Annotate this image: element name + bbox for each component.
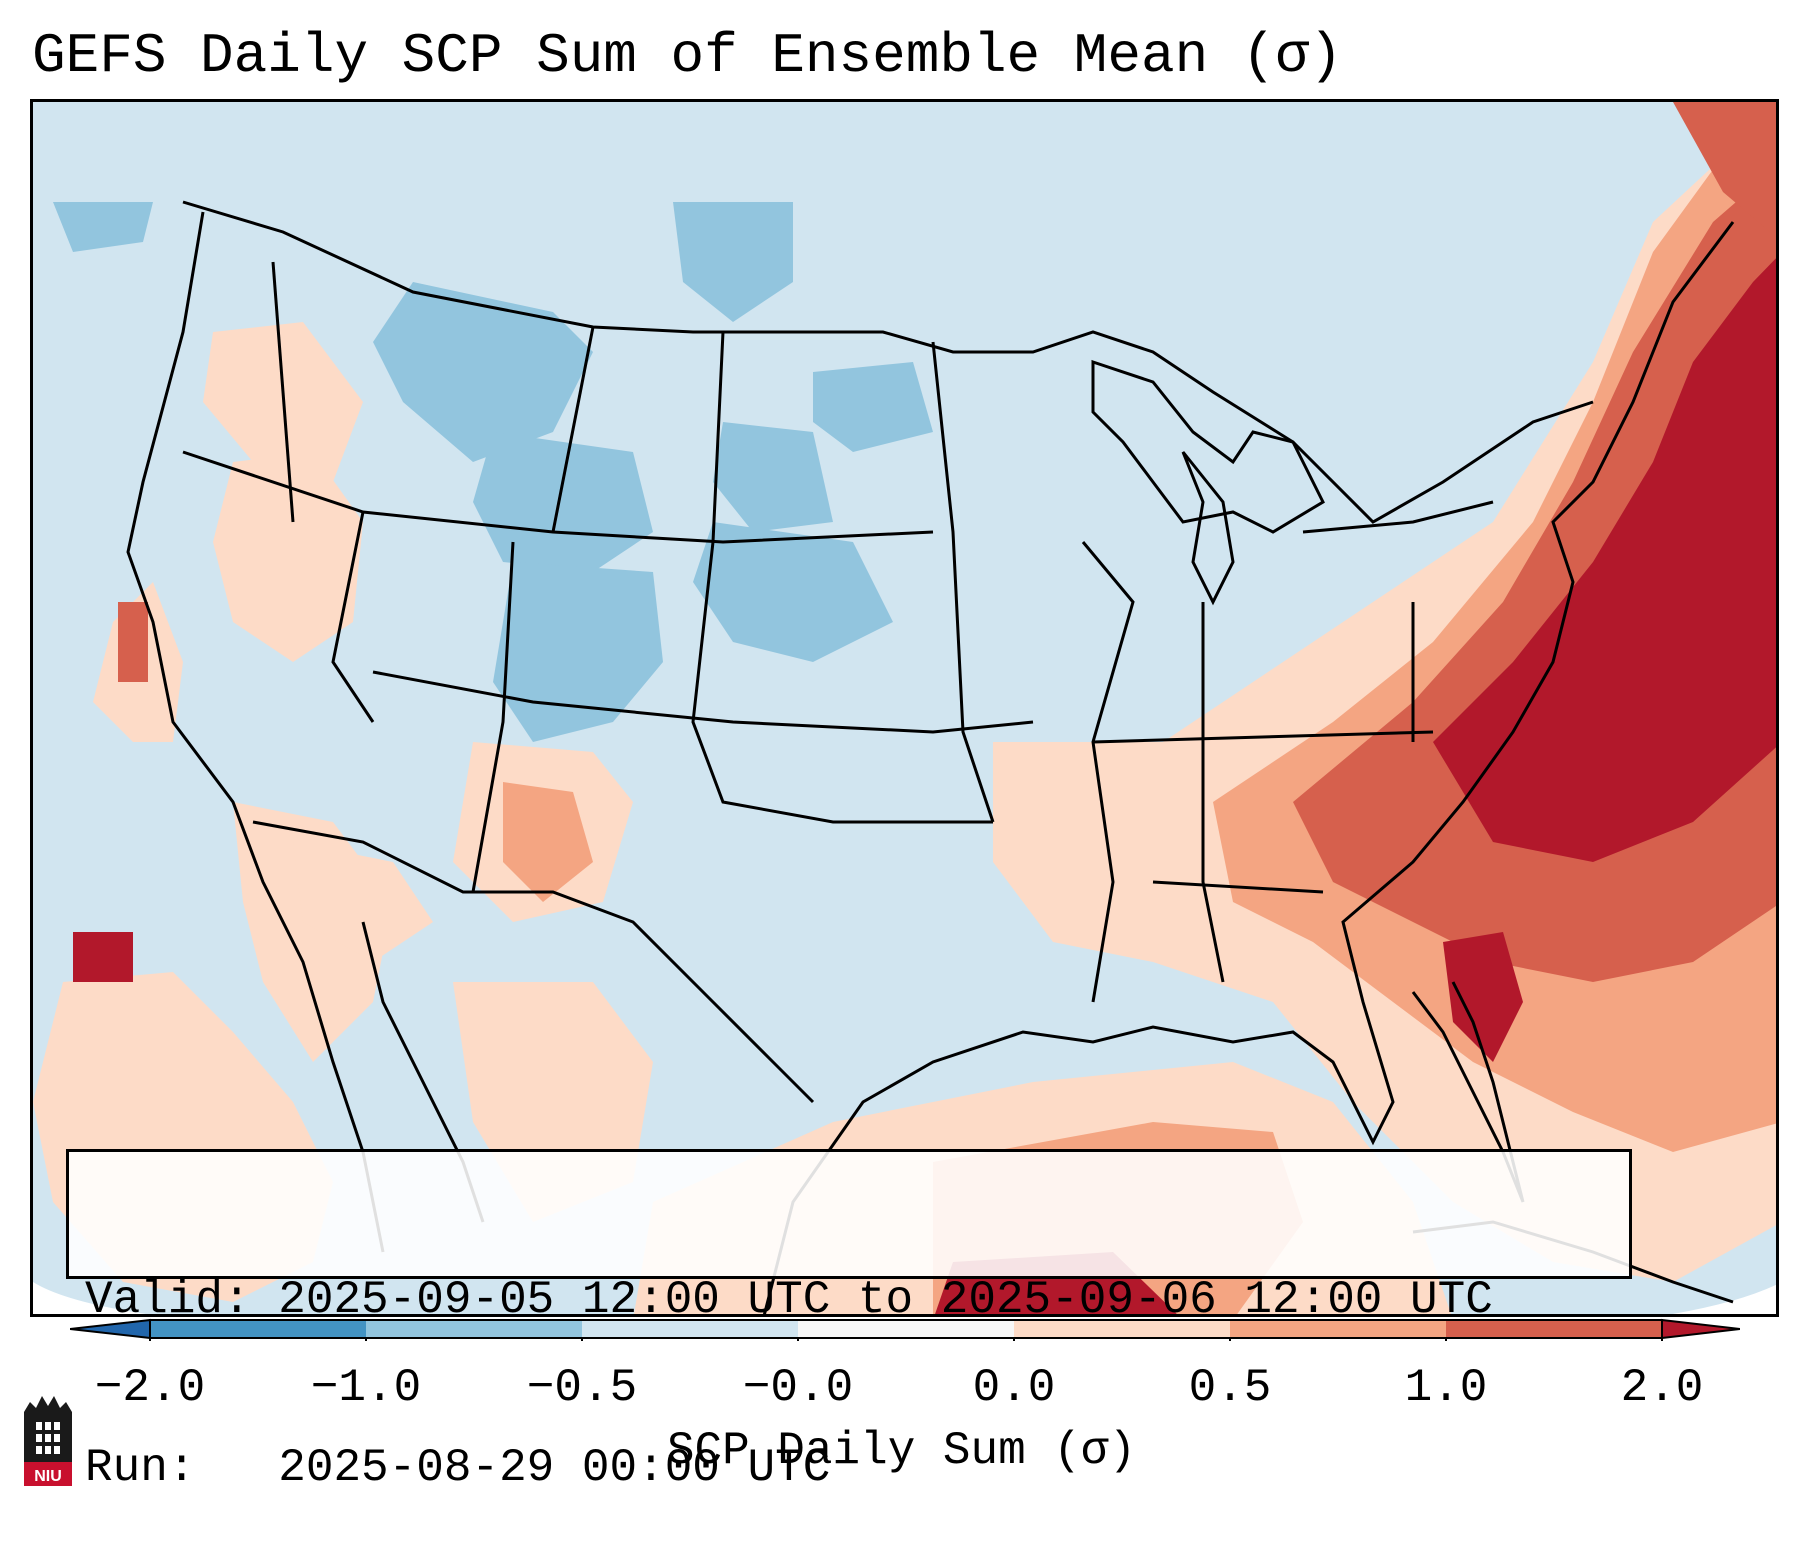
state-border-3 — [471, 541, 515, 893]
colorbar-tick-label: −2.0 — [94, 1362, 206, 1414]
domain-edge-right — [1672, 1284, 1776, 1314]
colorbar-tick-label: 0.0 — [972, 1362, 1056, 1414]
central-plains-low — [693, 522, 893, 662]
colorbar-tick-label: 0.5 — [1188, 1362, 1272, 1414]
state-border-2 — [372, 670, 1034, 734]
northern-rockies-low — [373, 282, 593, 462]
wyoming-low — [473, 432, 653, 572]
colorbar-segment-3 — [582, 1320, 798, 1338]
northeast-corner — [1673, 102, 1776, 237]
nw-pacific-low — [53, 202, 153, 252]
state-border-14 — [551, 326, 595, 533]
state-border-13 — [331, 511, 375, 723]
great-lakes — [1091, 359, 1325, 534]
colorado-plateau-low — [493, 562, 663, 742]
colorbar — [70, 1318, 1740, 1341]
colorbar-tick-label: −0.5 — [526, 1362, 638, 1414]
colorbar-label: SCP Daily Sum (σ) — [666, 1425, 1137, 1477]
west-coast — [126, 211, 385, 1253]
state-border-11 — [1302, 500, 1494, 534]
colorbar-ticks — [149, 1338, 1663, 1341]
map-panel — [30, 99, 1779, 1317]
colorbar-extend-high — [1661, 1318, 1740, 1340]
state-border-12 — [271, 261, 295, 523]
florida-high — [1443, 932, 1523, 1062]
canada-low — [673, 202, 793, 322]
state-border-5 — [931, 341, 995, 823]
colorbar-segment-5 — [1014, 1320, 1230, 1338]
coast-mid — [118, 602, 148, 682]
valid-time-text: Valid: 2025-09-05 12:00 UTC to 2025-09-0… — [85, 1274, 1493, 1326]
state-border-4 — [691, 331, 993, 824]
colorbar-segment-6 — [1230, 1320, 1446, 1338]
colorbar-tick-label: 1.0 — [1404, 1362, 1488, 1414]
colorbar-segment-4 — [798, 1320, 1014, 1338]
niu-logo: NIU — [24, 1396, 72, 1486]
baja-high — [73, 932, 133, 982]
dakota-low — [813, 362, 933, 452]
colorbar-outline — [149, 1319, 1663, 1339]
colorbar-tick-label: 2.0 — [1620, 1362, 1704, 1414]
colorbar-tick-label: −0.0 — [742, 1362, 854, 1414]
arizona-elevated — [293, 842, 433, 962]
us-canada-border — [182, 200, 1594, 524]
gulf-coast — [762, 221, 1735, 1314]
colorbar-segment-2 — [366, 1320, 582, 1338]
colorbar-tick-label: −1.0 — [310, 1362, 422, 1414]
chart-title: GEFS Daily SCP Sum of Ensemble Mean (σ) — [32, 24, 1343, 88]
state-border-9 — [1152, 880, 1324, 894]
state-border-8 — [1092, 730, 1434, 744]
colorbar-segment-1 — [150, 1320, 366, 1338]
east-coast-high — [1433, 258, 1776, 862]
colorbar-segment-7 — [1446, 1320, 1662, 1338]
northern-plains-low — [713, 422, 833, 532]
lake-michigan — [1181, 451, 1235, 606]
validity-info-box: Valid: 2025-09-05 12:00 UTC to 2025-09-0… — [66, 1149, 1632, 1494]
us-mexico-border — [252, 820, 815, 1104]
state-border-7 — [1201, 602, 1225, 983]
new-mexico-elevated-core — [503, 782, 593, 902]
great-basin-elevated — [213, 452, 363, 662]
colorbar-extend-low — [70, 1318, 151, 1340]
logo-text: NIU — [34, 1468, 62, 1485]
run-time-text: Run: 2025-08-29 00:00 UTC — [85, 1442, 831, 1494]
domain-edge — [33, 1282, 147, 1314]
map-canvas — [33, 102, 1776, 1314]
